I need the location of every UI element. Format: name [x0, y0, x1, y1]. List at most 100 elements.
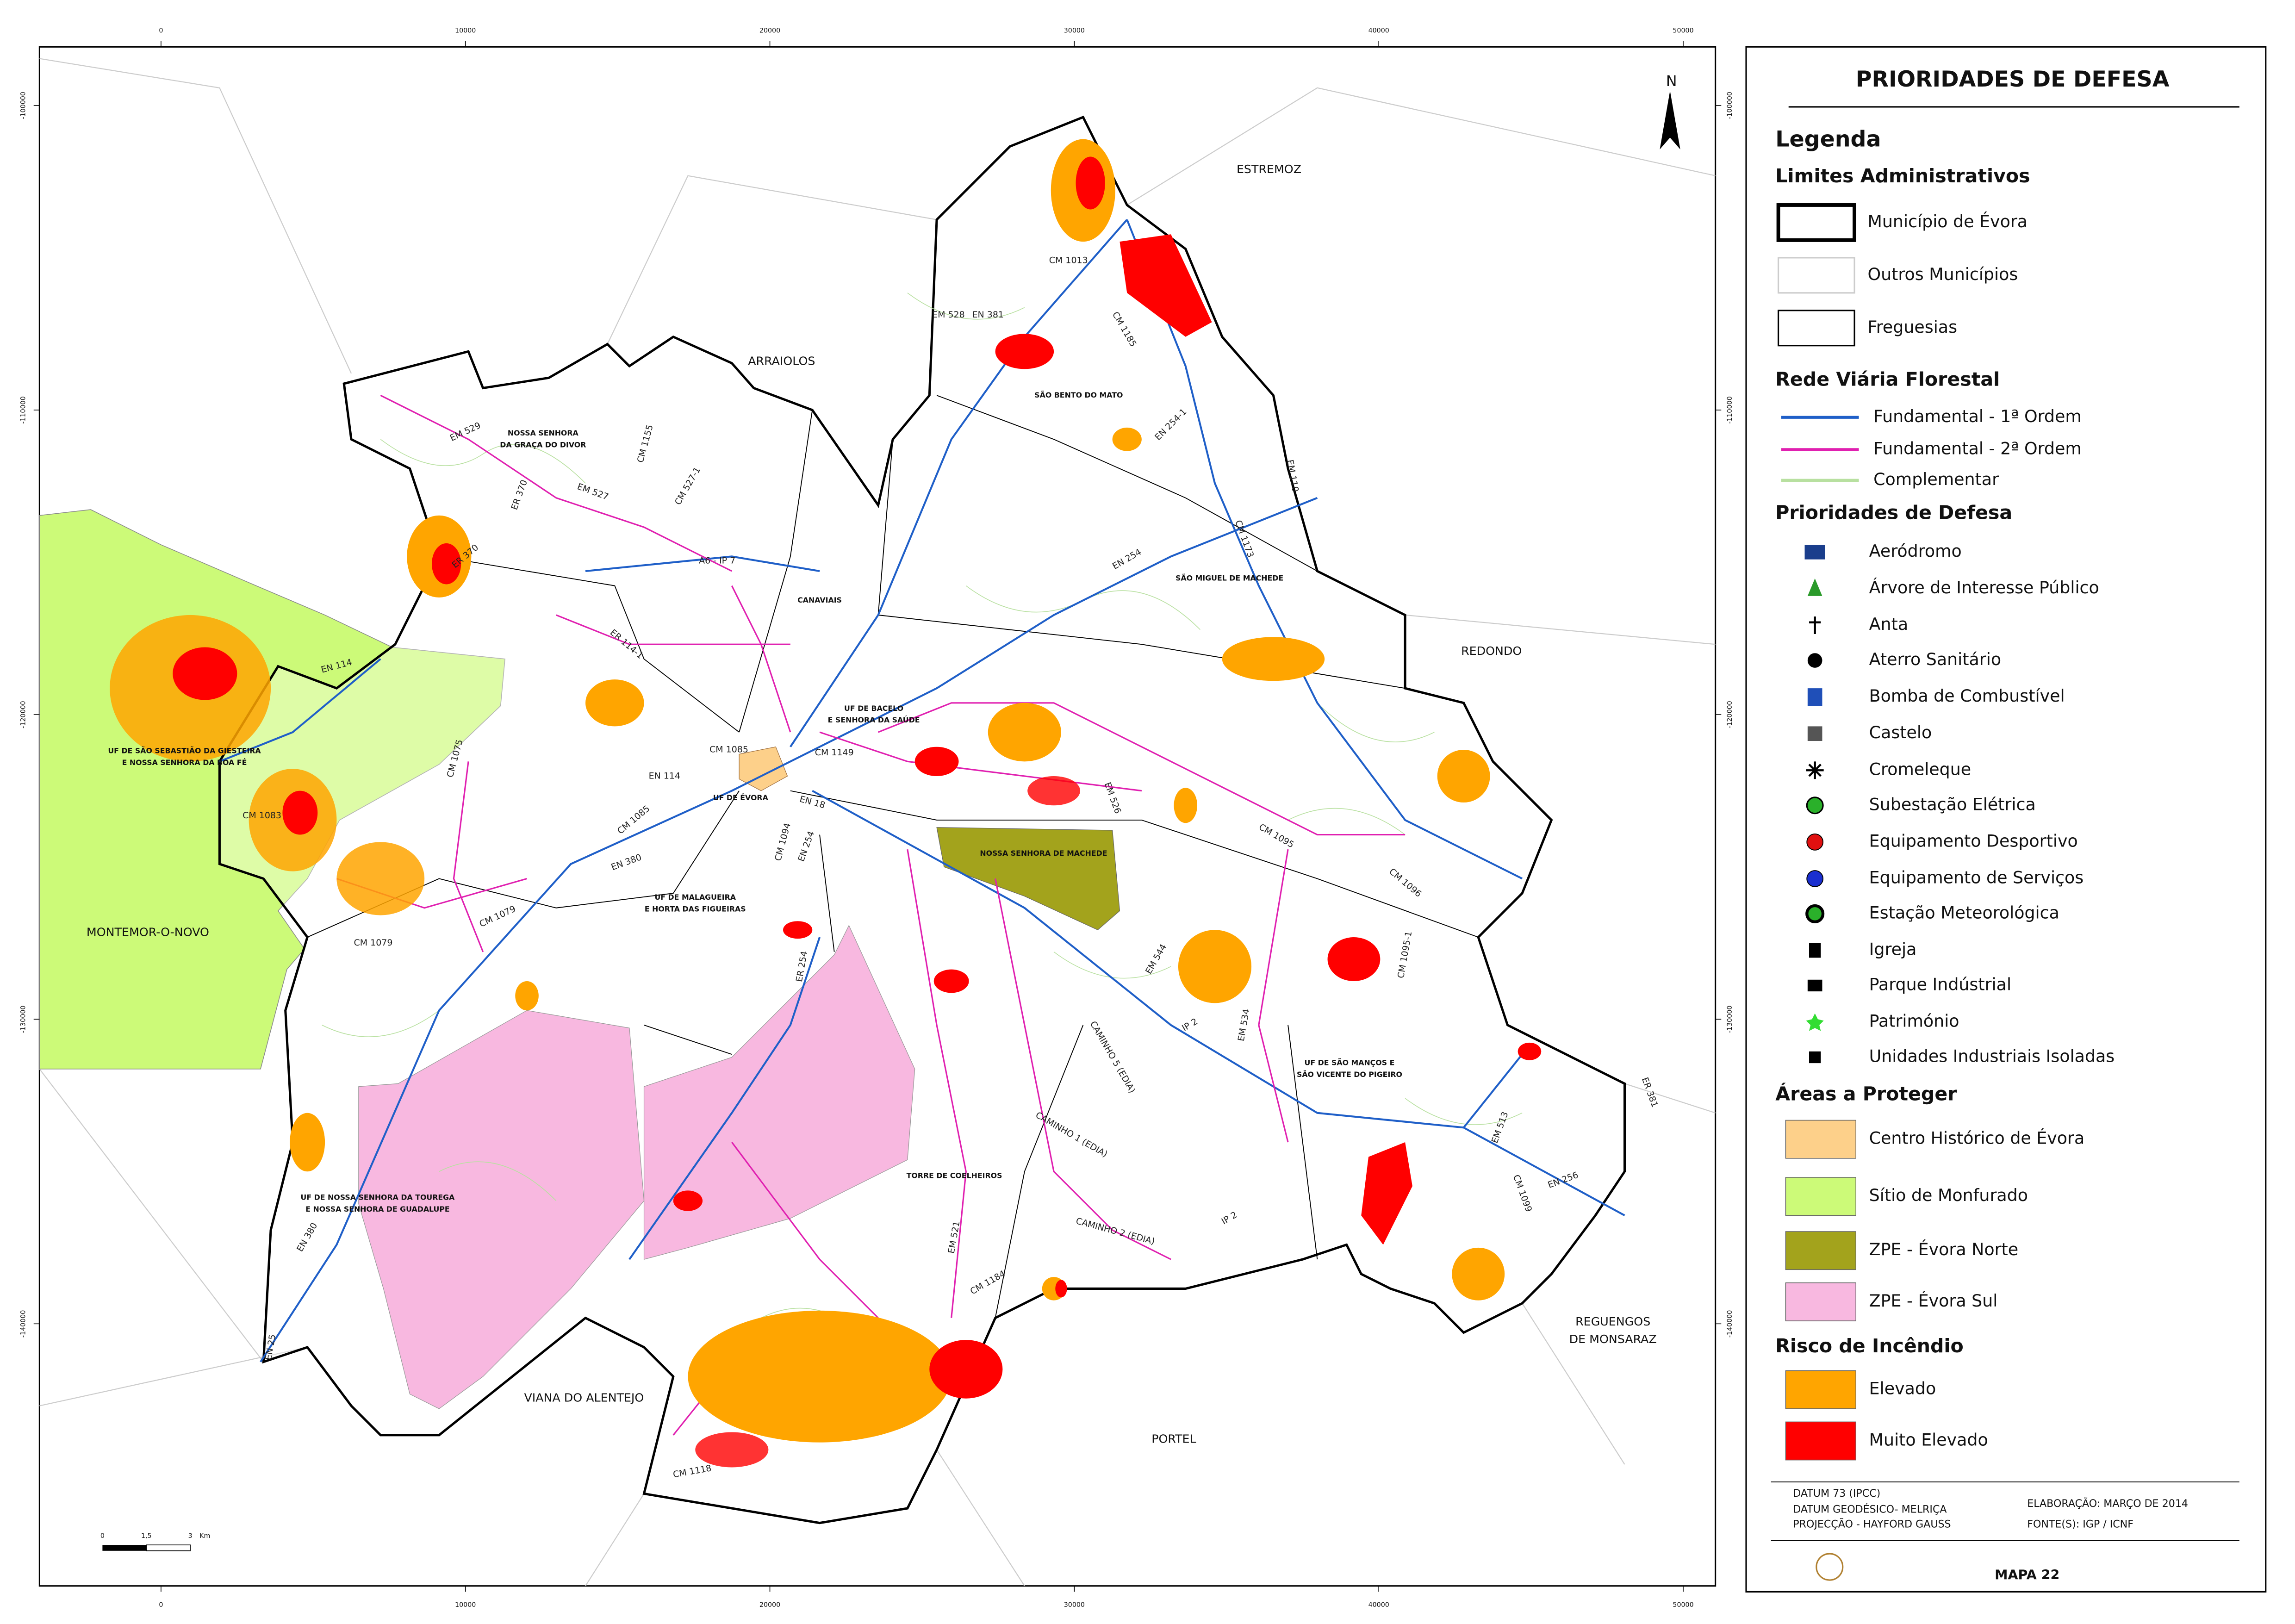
road-label: A6 - IP 7 — [699, 555, 735, 566]
legend-label: Elevado — [1869, 1379, 1936, 1399]
north-arrow — [1660, 91, 1680, 149]
zpe-sul — [643, 925, 915, 1260]
y-tick-label: -130000 — [20, 1006, 27, 1033]
map-id: MAPA 22 — [1995, 1568, 2059, 1583]
zpe-sul — [358, 1010, 645, 1409]
road-label: CM 1079 — [354, 938, 393, 948]
parish-label: UF DE BACELO — [844, 704, 903, 713]
footer-text: FONTE(S): IGP / ICNF — [2027, 1518, 2133, 1530]
municipality-label: VIANA DO ALENTEJO — [524, 1391, 644, 1405]
parish-label: SÃO MIGUEL DE MACHEDE — [1175, 573, 1283, 582]
legend-section-title: Limites Administrativos — [1775, 165, 2030, 187]
legend-label: Anta — [1869, 614, 1908, 634]
road-label: CM 1085 — [709, 745, 748, 755]
parish-label: E NOSSA SENHORA DA BOA FÉ — [122, 758, 247, 767]
symbol — [1806, 870, 1824, 887]
x-tick-label: 20000 — [759, 1601, 780, 1609]
symbol — [1809, 1051, 1821, 1064]
x-tick-label: 40000 — [1368, 27, 1389, 34]
legend-label: Parque Indústrial — [1869, 974, 2011, 994]
symbol — [1804, 545, 1825, 560]
parish-label: E NOSSA SENHORA DE GUADALUPE — [305, 1205, 450, 1213]
legend-title: PRIORIDADES DE DEFESA — [1856, 67, 2170, 92]
legend-swatch — [1785, 1421, 1857, 1461]
parish-label: SÃO VICENTE DO PIGEIRO — [1297, 1070, 1402, 1079]
x-tick-label: 0 — [159, 1601, 163, 1609]
y-tick-label: -110000 — [20, 396, 27, 423]
legend-label: Estação Meteorológica — [1869, 902, 2059, 922]
footer-text: DATUM GEODÉSICO- MELRIÇA — [1793, 1503, 1947, 1516]
municipality-label: ESTREMOZ — [1237, 162, 1301, 176]
parish-label: TORRE DE COELHEIROS — [907, 1171, 1002, 1180]
legend-label: Castelo — [1869, 722, 1932, 742]
legend-label: Complementar — [1873, 469, 1999, 489]
map — [38, 46, 1717, 1587]
legend: PRIORIDADES DE DEFESA Legenda N MAPA 22 … — [1666, 46, 2267, 1593]
legend-label: Outros Municípios — [1868, 264, 2018, 284]
legend-label: Município de Évora — [1868, 212, 2028, 231]
legend-label: Sítio de Monfurado — [1869, 1185, 2028, 1205]
road-label: CM 1083 — [243, 810, 281, 821]
scale-label: 0 — [100, 1532, 105, 1540]
road-label: EM 528 — [932, 310, 965, 320]
legend-label: Centro Histórico de Évora — [1869, 1128, 2085, 1148]
symbol — [1805, 904, 1825, 923]
symbol — [1807, 578, 1822, 596]
x-tick-label: 50000 — [1673, 1601, 1693, 1609]
symbol — [1806, 796, 1824, 815]
x-tick-label: 10000 — [455, 27, 476, 34]
symbol — [1807, 653, 1822, 668]
legend-swatch — [1778, 257, 1855, 294]
symbol — [1807, 726, 1822, 741]
road-label: CM 1149 — [815, 747, 854, 758]
coat-of-arms — [1816, 1553, 1844, 1581]
symbol — [1807, 688, 1822, 706]
parish-label: UF DE MALAGUEIRA — [654, 893, 736, 902]
y-tick-label: -130000 — [1726, 1006, 1734, 1033]
parish-label: UF DE NOSSA SENHORA DA TOUREGA — [301, 1193, 455, 1202]
north-label: N — [1666, 73, 1677, 90]
parish-label: NOSSA SENHORA DE MACHEDE — [980, 849, 1107, 858]
legend-section-title: Rede Viária Florestal — [1775, 368, 2000, 391]
scale-label: 1,5 — [141, 1532, 152, 1540]
x-tick-label: 50000 — [1673, 27, 1693, 34]
zpe-norte — [936, 827, 1120, 930]
parish-label: UF DE SÃO SEBASTIÃO DA GIESTEIRA — [108, 747, 261, 755]
symbol — [1809, 616, 1821, 635]
x-tick-label: 0 — [159, 27, 163, 34]
legend-section-title: Prioridades de Defesa — [1775, 502, 2012, 524]
parish-label: E SENHORA DA SAÚDE — [828, 716, 920, 724]
legend-label: Fundamental - 1ª Ordem — [1873, 406, 2082, 426]
centro-historico — [739, 746, 788, 791]
legend-label: Equipamento Desportivo — [1869, 831, 2078, 851]
legend-label: Muito Elevado — [1869, 1430, 1988, 1450]
municipality-label: ARRAIOLOS — [748, 355, 815, 368]
legend-swatch — [1785, 1282, 1857, 1321]
legend-swatch — [1785, 1370, 1857, 1409]
legend-swatch — [1785, 1177, 1857, 1216]
symbol — [1809, 943, 1821, 958]
legend-label: Unidades Industriais Isoladas — [1869, 1046, 2115, 1066]
legend-swatch — [1785, 1231, 1857, 1270]
y-tick-label: -100000 — [1726, 92, 1734, 119]
x-tick-label: 40000 — [1368, 1601, 1389, 1609]
legend-label: ZPE - Évora Sul — [1869, 1291, 1998, 1311]
municipality-label: MONTEMOR-O-NOVO — [87, 926, 209, 939]
legend-label: Cromeleque — [1869, 759, 1971, 779]
legend-label: Freguesias — [1868, 317, 1958, 337]
legend-section-title: Áreas a Proteger — [1775, 1083, 1957, 1105]
y-tick-label: -140000 — [1726, 1310, 1734, 1338]
municipality-label: DE MONSARAZ — [1569, 1332, 1657, 1346]
parish-label: E HORTA DAS FIGUEIRAS — [645, 904, 746, 913]
y-tick-label: -140000 — [20, 1310, 27, 1338]
y-tick-label: -110000 — [1726, 396, 1734, 423]
scale-bar — [102, 1544, 191, 1551]
legend-section-title: Risco de Incêndio — [1775, 1335, 1964, 1357]
fire-risk — [110, 139, 1542, 1468]
legend-label: Património — [1869, 1011, 1959, 1031]
parish-label: CANAVIAIS — [797, 596, 842, 604]
municipality-label: REGUENGOS — [1575, 1315, 1650, 1328]
legend-swatch — [1785, 1120, 1857, 1159]
